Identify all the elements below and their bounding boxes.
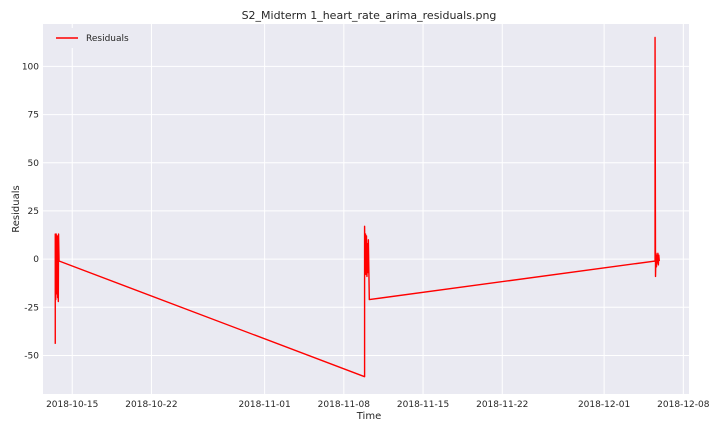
y-tick-label: 0 [33,255,39,265]
legend-label-residuals: Residuals [86,34,129,44]
y-tick-label: 50 [28,159,40,169]
plot-area [43,24,689,394]
residuals-line [54,36,660,378]
x-axis-title: Time [356,411,381,422]
legend-box [50,28,138,48]
y-tick-label: -50 [24,351,39,361]
x-tick-label: 2018-12-08 [657,400,710,410]
x-tick-labels: 2018-10-15 2018-10-22 2018-11-01 2018-11-08… [46,400,710,410]
y-tick-label: 100 [22,62,39,72]
y-tick-label: -25 [24,303,39,313]
y-axis-title: Residuals [11,185,22,232]
legend: Residuals [50,28,138,48]
y-tick-label: 25 [28,207,39,217]
x-tick-label: 2018-11-15 [397,400,449,410]
x-tick-label: 2018-11-22 [476,400,528,410]
y-tick-label: 75 [28,111,39,121]
x-tick-label: 2018-11-01 [238,400,290,410]
x-tick-label: 2018-11-08 [318,400,371,410]
y-tick-labels: -50 -25 0 25 50 75 100 [22,62,39,361]
grid-lines [43,24,689,394]
x-tick-label: 2018-12-01 [578,400,630,410]
x-tick-label: 2018-10-22 [125,400,177,410]
chart-title: S2_Midterm 1_heart_rate_arima_residuals.… [242,9,497,22]
x-tick-label: 2018-10-15 [46,400,98,410]
